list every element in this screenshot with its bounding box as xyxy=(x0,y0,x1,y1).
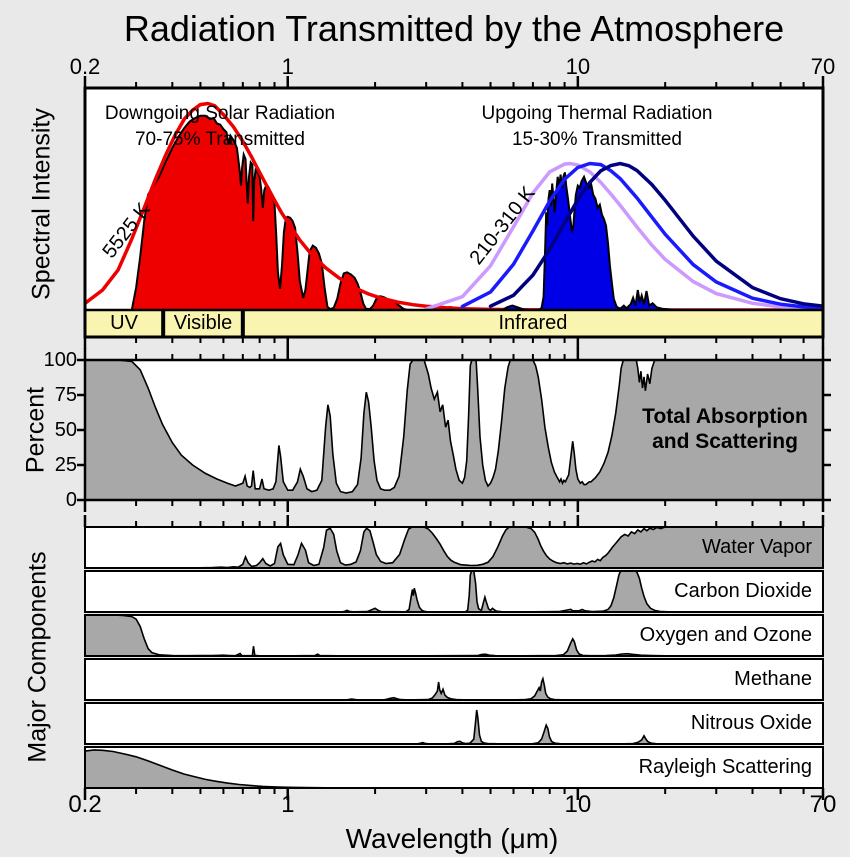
row-frame-0 xyxy=(84,526,824,569)
figure-title: Radiation Transmitted by the Atmosphere xyxy=(123,8,785,49)
axis-ticks xyxy=(77,76,831,800)
total-absorption-label-line2: and Scattering xyxy=(652,430,798,453)
percent-tick-label-0: 0 xyxy=(65,489,77,511)
percent-tick-label-100: 100 xyxy=(43,349,77,371)
row-bg-1 xyxy=(85,571,823,612)
component-label-water-vapor: Water Vapor xyxy=(701,535,812,558)
ticks-middle-top xyxy=(83,348,825,360)
ticks-stack-top xyxy=(83,515,825,527)
total-absorption-label-line1: Total Absorption xyxy=(642,405,808,428)
top-axis-tick-label-70: 70 xyxy=(810,54,836,79)
total-absorption-and-scattering xyxy=(85,360,823,500)
row-bg-3 xyxy=(85,659,823,700)
row-frame-3 xyxy=(84,658,824,701)
top-axis-tick-label-10: 10 xyxy=(565,54,591,79)
component-label-carbon-dioxide: Carbon Dioxide xyxy=(674,579,812,602)
bottom-axis-tick-label-10: 10 xyxy=(564,791,592,818)
component-label-oxygen-and-ozone: Oxygen and Ozone xyxy=(639,623,812,646)
band-label-uv: UV xyxy=(110,312,138,334)
solar-annotation-line1: Downgoing Solar Radiation xyxy=(104,103,336,124)
top-axis-tick-label-1: 1 xyxy=(281,54,294,79)
bottom-axis-tick-label-1: 1 xyxy=(281,791,295,818)
thermal-annotation: Upgoing Thermal Radiation 15-30% Transmi… xyxy=(482,101,713,153)
thermal-curve-310K xyxy=(424,161,823,311)
band-label-visible: Visible xyxy=(173,312,233,334)
component-fill-water-vapor xyxy=(199,527,823,568)
ticks-bottom-axis xyxy=(83,788,825,800)
solar-annotation-line2: 70-75% Transmitted xyxy=(134,129,306,150)
thermal-radiation-transmitted-fill xyxy=(498,172,823,311)
band-label-infrared: Infrared xyxy=(498,312,568,334)
thermal-curve-260K xyxy=(460,161,823,310)
total-absorption-label: Total Absorption and Scattering xyxy=(642,404,808,454)
thermal-annotation-line1: Upgoing Thermal Radiation xyxy=(481,103,713,124)
bottom-axis-tick-label-70: 70 xyxy=(809,791,837,818)
wavelength-axis-title: Wavelength (μm) xyxy=(345,823,559,854)
percent-tick-label-50: 50 xyxy=(54,419,77,441)
band-divider-0 xyxy=(161,310,166,337)
row-frame-2 xyxy=(84,614,824,657)
component-label-nitrous-oxide: Nitrous Oxide xyxy=(690,711,812,734)
bottom-axis-tick-label-0.2: 0.2 xyxy=(68,791,102,818)
top-panel-frame xyxy=(83,86,825,339)
thermal-curve-210K xyxy=(488,161,823,308)
ticks-top-axis xyxy=(83,76,825,88)
component-label-methane: Methane xyxy=(734,667,812,690)
thermal-annotation-line2: 15-30% Transmitted xyxy=(511,129,683,150)
component-label-rayleigh-scattering: Rayleigh Scattering xyxy=(638,755,812,778)
percent-tick-label-75: 75 xyxy=(54,384,77,406)
row-frame-4 xyxy=(84,702,824,745)
top-axis-tick-label-0.2: 0.2 xyxy=(69,54,101,79)
percent-tick-label-25: 25 xyxy=(54,454,77,476)
solar-annotation: Downgoing Solar Radiation 70-75% Transmi… xyxy=(105,101,335,153)
row-bg-2 xyxy=(85,615,823,656)
row-frame-1 xyxy=(84,570,824,613)
spectral-intensity-axis-label: Spectral Intensity xyxy=(27,108,56,300)
major-components-axis-label: Major Components xyxy=(23,551,52,763)
row-bg-4 xyxy=(85,703,823,744)
ticks-top-panel-bottom xyxy=(83,337,825,349)
solar-envelope-5525K xyxy=(85,101,823,311)
row-frame-5 xyxy=(84,746,824,789)
band-divider-1 xyxy=(240,310,245,337)
ticks-middle-bottom xyxy=(83,500,825,512)
percent-ticks xyxy=(77,358,831,502)
